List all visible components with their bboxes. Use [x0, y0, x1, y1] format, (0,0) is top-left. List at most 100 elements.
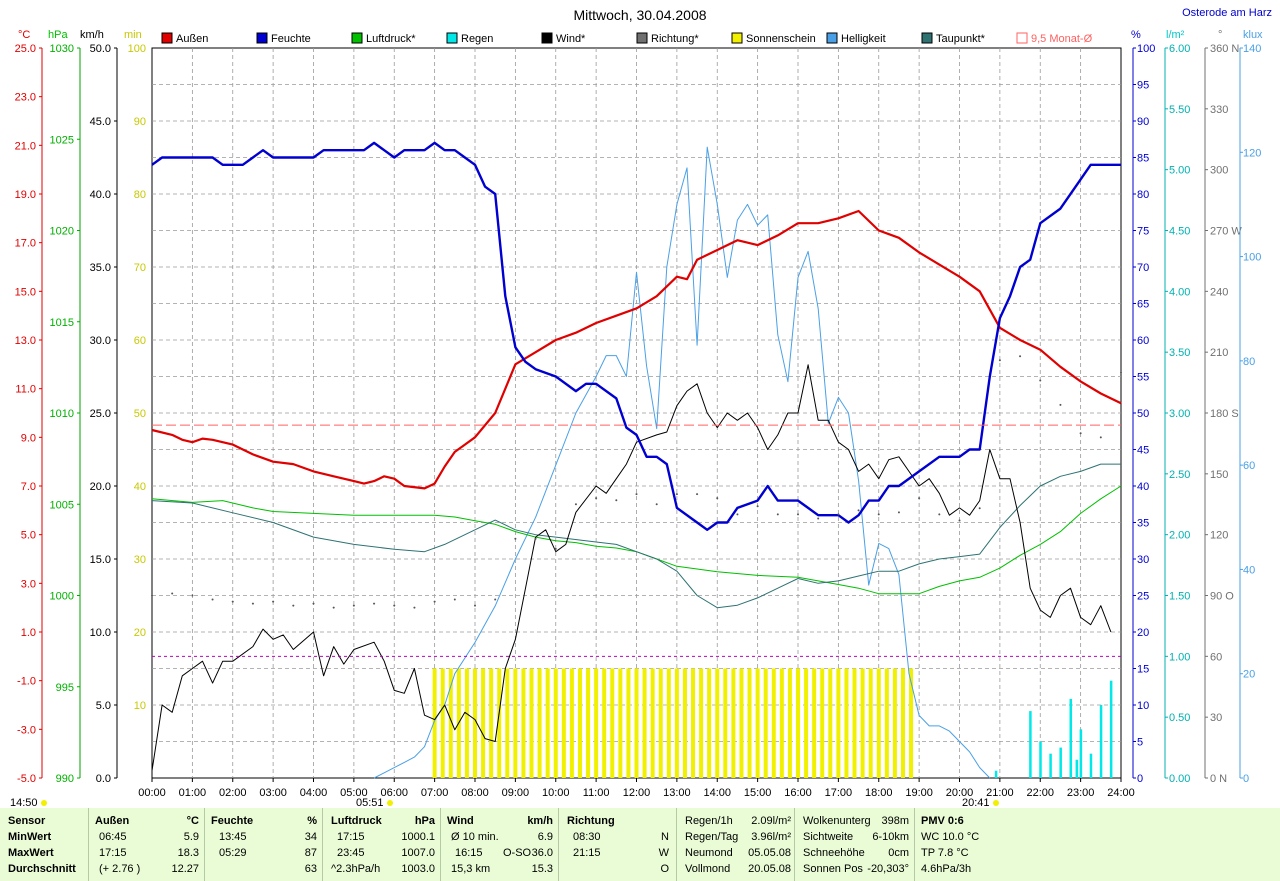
sunshine-bar — [489, 668, 494, 778]
sunshine-bar — [755, 668, 760, 778]
luftdruck-unit: hPa — [414, 815, 435, 827]
direction-point — [716, 497, 719, 500]
rain-bar — [994, 770, 998, 778]
schneehoehe-label: Schneehöhe — [803, 847, 865, 859]
wind-max-value: 36.0 — [531, 847, 553, 859]
x-tick-label: 10:00 — [542, 787, 570, 799]
sunshine-bar — [820, 668, 825, 778]
sunshine-bar — [642, 668, 647, 778]
x-tick-label: 00:00 — [138, 787, 166, 799]
sunrise-marker — [387, 800, 393, 806]
sunshine-bar — [715, 668, 720, 778]
y-tick-label: 50 — [134, 408, 146, 420]
richtung-header: Richtung — [567, 815, 615, 827]
legend-label: Wind* — [556, 33, 586, 45]
direction-point — [877, 513, 880, 516]
y-tick-label: 45 — [1137, 445, 1149, 457]
y-tick-label: 5 — [1137, 737, 1143, 749]
x-tick-label: 09:00 — [502, 787, 530, 799]
y-tick-label: 3.00 — [1169, 408, 1190, 420]
wolkenunterg-label: Wolkenunterg — [803, 815, 871, 827]
stats-regen-column: Regen/1h 2.09l/m² Regen/Tag 3.96l/m² Neumo… — [676, 808, 795, 881]
y-tick-label: 40 — [134, 481, 146, 493]
direction-point — [1019, 355, 1022, 358]
direction-point — [938, 513, 941, 516]
y-tick-label: 75 — [1137, 226, 1149, 238]
sunshine-bar — [618, 668, 623, 778]
x-tick-label: 22:00 — [1026, 787, 1054, 799]
stats-luftdruck-column: Luftdruck hPa 17:15 1000.1 23:45 1007.0 ^2.… — [322, 808, 441, 881]
direction-point — [171, 592, 174, 595]
x-tick-label: 15:00 — [744, 787, 772, 799]
y-tick-label: 21.0 — [15, 140, 36, 152]
sunshine-bar — [561, 668, 566, 778]
x-tick-label: 04:00 — [300, 787, 328, 799]
direction-point — [433, 600, 436, 603]
x-tick-label: 08:00 — [461, 787, 489, 799]
direction-point — [1120, 371, 1122, 374]
sunshine-bar — [545, 668, 550, 778]
direction-point — [776, 513, 779, 516]
y-tick-label: 3.50 — [1169, 347, 1190, 359]
x-axis: 00:00 01:00 02:00 03:00 04:00 05:00 06:00 07:00… — [138, 778, 1135, 799]
sunshine-bar — [779, 668, 784, 778]
wind-max-direction: O-SO — [503, 847, 532, 859]
taupunkt-value: TP 7.8 °C — [921, 847, 969, 859]
y-tick-label: 1025 — [50, 134, 74, 146]
y-tick-label: 0 N — [1210, 773, 1227, 785]
direction-point — [978, 507, 981, 510]
luftdruck-min-value: 1000.1 — [401, 831, 435, 843]
sunshine-bar — [812, 668, 817, 778]
sunshine-bar — [836, 668, 841, 778]
y-tick-label: 0 — [1137, 773, 1143, 785]
aussen-max-value: 18.3 — [177, 847, 199, 859]
sunshine-bar — [481, 668, 486, 778]
vollmond-value: 20.05.08 — [748, 863, 791, 875]
sunshine-bar — [828, 668, 833, 778]
y-tick-label: 30 — [134, 554, 146, 566]
pressure-axis-unit: hPa — [48, 29, 68, 41]
direction-point — [514, 537, 517, 540]
start-time-label: 14:50 — [10, 797, 38, 808]
y-tick-label: 240 — [1210, 286, 1228, 298]
aussen-min-time: 06:45 — [99, 831, 127, 843]
rain-bars — [994, 680, 1113, 778]
direction-point — [413, 606, 416, 609]
y-tick-label: 19.0 — [15, 189, 36, 201]
x-tick-label: 07:00 — [421, 787, 449, 799]
direction-point — [797, 513, 799, 516]
x-tick-label: 03:00 — [259, 787, 287, 799]
wind-distance: 15,3 km — [451, 863, 491, 875]
feuchte-avg-value: 63 — [304, 863, 317, 875]
y-tick-label: 9.0 — [21, 432, 36, 444]
series-line-taupunkt — [151, 463, 1121, 609]
y-tick-label: 2.00 — [1169, 530, 1190, 542]
x-tick-label: 12:00 — [623, 787, 651, 799]
y-tick-label: 90 — [1137, 116, 1149, 128]
y-tick-label: 4.00 — [1169, 286, 1190, 298]
series-lines — [151, 141, 1122, 779]
sunshine-bar — [909, 668, 914, 778]
direction-point — [272, 600, 275, 603]
y-tick-label: 10 — [134, 700, 146, 712]
sunshine-bar — [884, 668, 889, 778]
sunshine-bar — [691, 668, 696, 778]
y-tick-label: 40 — [1137, 481, 1149, 493]
pmv-value: PMV 0:6 — [921, 815, 964, 827]
y-tick-label: 1020 — [50, 226, 74, 238]
stats-panel: Sensor MinWert MaxWert Durchschnitt Auße… — [0, 808, 1280, 881]
y-tick-label: 13.0 — [15, 335, 36, 347]
sunshine-bar — [464, 668, 469, 778]
direction-point — [675, 493, 678, 496]
direction-point — [1059, 403, 1062, 406]
weather-chart: Mittwoch, 30.04.2008 Osterode am Harz Au… — [10, 7, 1272, 808]
sonnenpos-value: -20,303° — [867, 863, 909, 875]
aussen-unit: °C — [186, 815, 199, 827]
y-tick-label: 35 — [1137, 518, 1149, 530]
rain-bar — [1059, 747, 1062, 778]
y-tick-label: 1.0 — [21, 627, 36, 639]
legend-swatch — [731, 32, 743, 44]
y-tick-label: 10 — [1137, 700, 1149, 712]
direction-point — [352, 604, 355, 607]
sunshine-bar — [804, 668, 809, 778]
